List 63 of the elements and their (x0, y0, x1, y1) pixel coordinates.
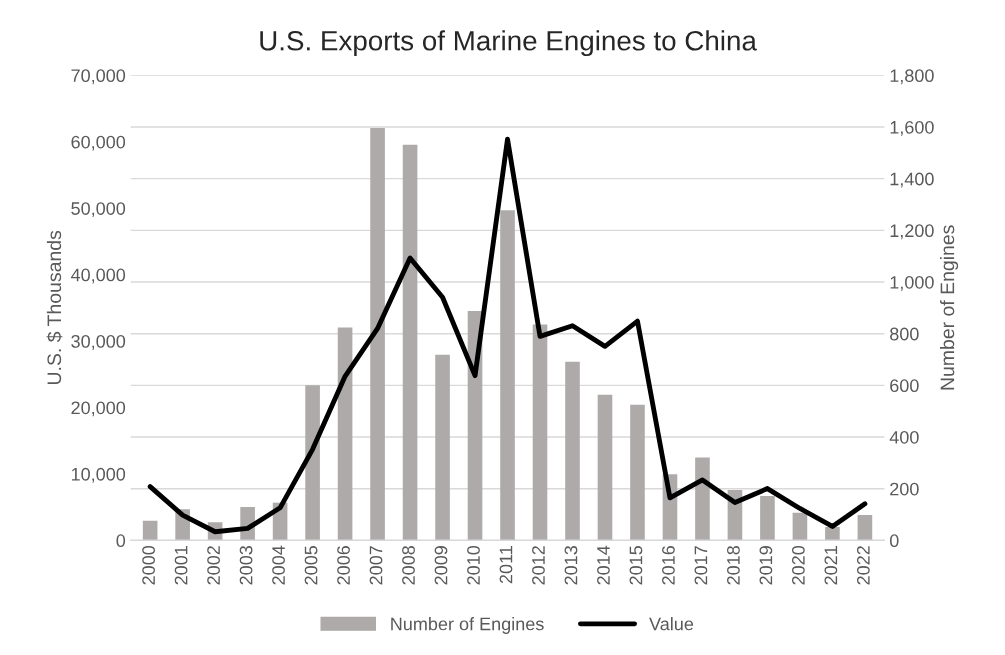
bar (565, 361, 580, 541)
bar (825, 526, 840, 541)
bar (597, 394, 613, 541)
bar (402, 144, 418, 541)
x-tick-label: 2001 (174, 546, 188, 585)
y2-tick-label: 1,800 (890, 69, 934, 85)
y-axis-title: U.S. $ Thousands (46, 230, 63, 384)
x-tick-label: 2008 (402, 546, 415, 585)
y-tick-label: 50,000 (71, 202, 126, 218)
y-tick-label: 40,000 (70, 268, 126, 284)
y-tick-label: 0 (116, 534, 126, 548)
x-tick-label: 2000 (142, 545, 155, 585)
bar (630, 404, 645, 541)
x-tick-label: 2002 (207, 546, 220, 585)
bar (695, 457, 710, 541)
bar (857, 515, 873, 541)
x-tick-label: 2013 (564, 546, 578, 585)
y-tick-label: 20,000 (71, 401, 126, 417)
y2-tick-label: 1,000 (890, 275, 934, 291)
bar (532, 324, 548, 541)
bar (435, 354, 450, 541)
y2-tick-label: 1,600 (890, 120, 934, 136)
x-tick-label: 2022 (856, 546, 870, 585)
y-tick-label: 60,000 (71, 135, 126, 151)
bar (337, 327, 353, 541)
y2-tick-label: 600 (890, 379, 919, 393)
y-tick-label: 10,000 (71, 467, 126, 483)
bar (792, 512, 808, 541)
x-tick-label: 2012 (532, 546, 545, 585)
y2-tick-label: 400 (889, 430, 919, 444)
chart-title: U.S. Exports of Marine Engines to China (260, 30, 757, 57)
y2-tick-label: 1,400 (890, 172, 934, 188)
x-tick-label: 2014 (597, 545, 610, 585)
x-tick-label: 2005 (304, 545, 318, 585)
x-tick-label: 2011 (499, 546, 513, 584)
bar (370, 128, 385, 541)
x-tick-label: 2015 (629, 545, 643, 585)
x-tick-label: 2016 (662, 546, 675, 585)
x-tick-label: 2003 (239, 546, 253, 585)
legend-label: Number of Engines (391, 617, 544, 634)
y2-tick-label: 1,200 (890, 224, 934, 240)
x-tick-label: 2021 (824, 546, 838, 585)
x-tick-label: 2007 (369, 546, 383, 585)
y2-tick-label: 0 (889, 534, 899, 548)
bar (500, 210, 515, 541)
y-tick-label: 70,000 (71, 69, 126, 85)
bar (305, 385, 320, 541)
y2-tick-label: 800 (890, 327, 919, 341)
x-tick-label: 2006 (337, 546, 350, 585)
x-tick-label: 2019 (759, 546, 773, 585)
x-tick-label: 2010 (467, 545, 480, 585)
x-tick-label: 2009 (434, 546, 448, 585)
x-tick-label: 2018 (727, 546, 740, 585)
y2-axis-title: Number of Engines (940, 225, 959, 390)
x-tick-label: 2020 (791, 545, 805, 585)
bar (760, 495, 775, 541)
line-series (147, 136, 868, 535)
x-tick-label: 2017 (694, 546, 708, 585)
x-tick-label: 2004 (272, 545, 285, 585)
legend-label: Value (649, 617, 694, 631)
bar (142, 520, 158, 541)
y2-tick-label: 200 (890, 482, 919, 496)
y-tick-label: 30,000 (71, 335, 126, 350)
